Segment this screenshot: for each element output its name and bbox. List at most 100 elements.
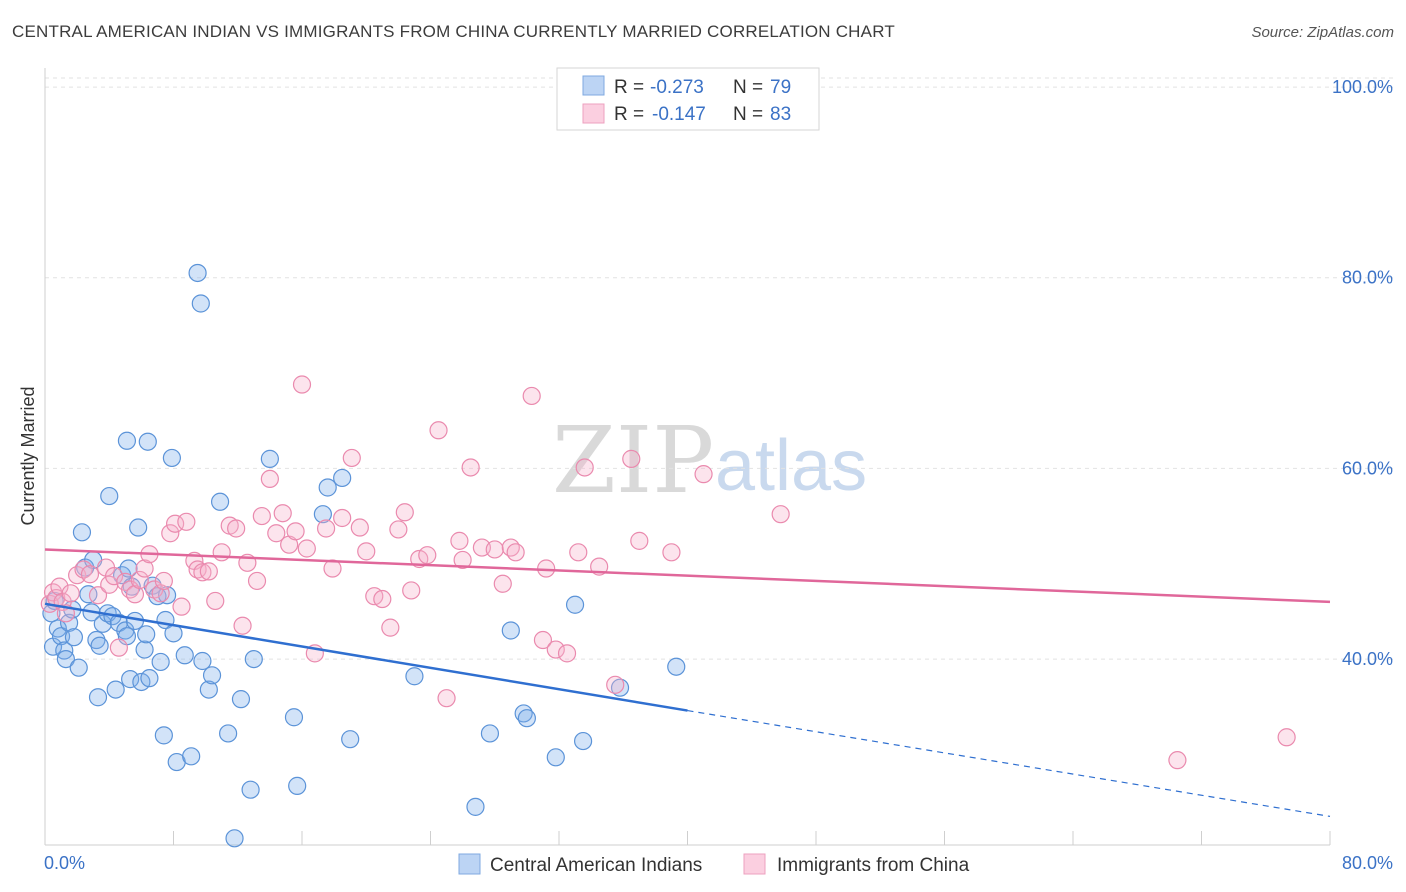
blue-point	[109, 613, 128, 632]
pink-point	[104, 567, 124, 586]
blue-point	[188, 263, 207, 283]
pink-point	[522, 386, 541, 406]
pink-point	[453, 550, 472, 570]
pink-point	[333, 508, 352, 528]
blue-point	[466, 797, 485, 816]
pink-point	[109, 638, 128, 657]
blue-point	[199, 680, 218, 699]
blue-point	[135, 640, 154, 659]
blue-point	[69, 658, 88, 677]
blue-point	[244, 649, 263, 669]
top-legend-r-value-2: -0.147	[652, 104, 706, 125]
blue-point	[93, 614, 112, 633]
pink-point	[402, 581, 421, 600]
blue-point	[106, 680, 125, 699]
blue-point	[90, 636, 109, 655]
bottom-legend: Central American Indians Immigrants from…	[458, 853, 970, 876]
x-tick-label-max: 80.0%	[1342, 853, 1393, 873]
pink-point	[429, 421, 448, 440]
blue-point	[154, 726, 173, 745]
pink-point	[292, 375, 312, 394]
pink-point	[233, 616, 252, 635]
pink-point	[193, 563, 212, 582]
pink-point	[606, 675, 625, 694]
pink-point	[166, 514, 185, 533]
pink-point	[247, 571, 267, 591]
pink-point	[252, 506, 271, 526]
pink-point	[557, 644, 577, 663]
pink-point	[267, 524, 286, 543]
pink-point	[437, 689, 456, 708]
pink-point	[662, 543, 681, 562]
blue-point	[51, 627, 71, 646]
blue-point	[191, 294, 210, 313]
blue-point	[517, 709, 536, 728]
blue-point	[610, 678, 630, 697]
top-legend-r-label-1: R =	[614, 77, 644, 98]
blue-point	[151, 652, 170, 672]
x-tick-label-min: 0.0%	[44, 853, 85, 873]
blue-point	[79, 585, 98, 604]
blue-point	[341, 730, 360, 749]
watermark-atlas: atlas	[715, 426, 867, 506]
blue-point	[210, 492, 230, 511]
y-tick-label: 80.0%	[1342, 268, 1393, 288]
blue-point	[241, 780, 260, 799]
blue-point	[284, 708, 304, 727]
blue-point	[162, 448, 181, 468]
blue-point	[129, 518, 148, 537]
chart-title: CENTRAL AMERICAN INDIAN VS IMMIGRANTS FR…	[12, 22, 895, 41]
blue-point	[202, 666, 222, 685]
blue-point	[121, 670, 140, 689]
blue-point	[667, 657, 686, 676]
bottom-legend-label-pink: Immigrants from China	[777, 855, 970, 876]
top-legend-n-label-1: N =	[733, 77, 763, 98]
pink-point	[88, 586, 108, 605]
pink-point	[206, 591, 225, 611]
pink-point	[125, 585, 145, 604]
top-legend: R = -0.273 N = 79 R = -0.147 N = 83	[556, 67, 820, 131]
pink-point	[373, 589, 392, 609]
top-legend-swatch-blue	[582, 75, 605, 96]
blue-point	[546, 748, 565, 767]
watermark: ZIP atlas	[552, 407, 867, 514]
pink-point	[177, 512, 196, 531]
bottom-legend-swatch-blue	[458, 853, 481, 875]
pink-point	[199, 562, 218, 581]
blue-point	[138, 432, 157, 451]
pink-point	[1277, 728, 1296, 747]
blue-point	[72, 523, 92, 542]
pink-point	[50, 577, 69, 596]
blue-point	[175, 646, 194, 665]
pink-point	[130, 570, 149, 590]
pink-point	[286, 522, 305, 541]
pink-point	[533, 630, 553, 650]
trend-line-pink	[44, 548, 1331, 604]
pink-point	[316, 519, 336, 538]
series-immigrants-from-china-points	[40, 375, 1296, 770]
blue-point	[405, 667, 424, 686]
pink-point	[771, 505, 790, 524]
blue-point	[87, 630, 106, 650]
pink-point	[381, 618, 400, 637]
blue-point	[288, 776, 307, 795]
trend-line-blue	[44, 602, 688, 712]
blue-point	[193, 651, 212, 671]
blue-point	[137, 625, 156, 644]
blue-point	[219, 724, 238, 743]
top-legend-r-value-1: -0.273	[650, 77, 704, 98]
gridlines	[45, 77, 1393, 660]
pink-point	[297, 539, 316, 558]
blue-point	[56, 649, 75, 669]
pink-point	[161, 524, 180, 543]
pink-point	[154, 571, 173, 591]
blue-point	[260, 449, 279, 468]
pink-point	[273, 504, 292, 523]
blue-point	[100, 486, 119, 506]
x-tick-marks	[44, 831, 1331, 845]
blue-point	[318, 478, 337, 497]
blue-point	[119, 559, 138, 578]
blue-point	[182, 747, 201, 766]
blue-point	[231, 690, 251, 709]
top-legend-n-value-2: 83	[770, 104, 791, 125]
